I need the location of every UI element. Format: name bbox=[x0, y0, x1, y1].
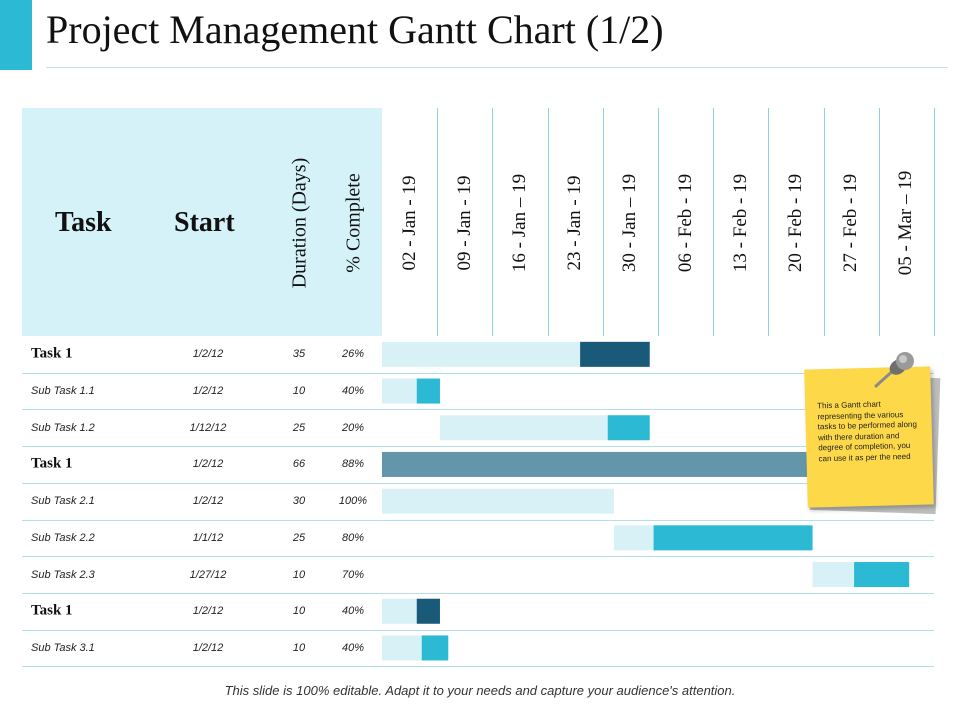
week-divider bbox=[878, 108, 880, 336]
week-divider bbox=[823, 108, 825, 336]
row-divider bbox=[22, 519, 934, 521]
gantt-bar-progress bbox=[421, 635, 449, 661]
task-duration: 10 bbox=[292, 385, 306, 398]
task-start: 1/2/12 bbox=[192, 348, 224, 361]
row-divider bbox=[22, 556, 934, 558]
task-complete: 70% bbox=[341, 568, 365, 581]
slide-title: Project Management Gantt Chart (1/2) bbox=[46, 7, 664, 52]
task-complete: 40% bbox=[341, 641, 365, 654]
task-complete: 20% bbox=[341, 421, 365, 434]
task-duration: 35 bbox=[292, 348, 306, 361]
task-name: Sub Task 1.1 bbox=[31, 385, 95, 398]
task-complete: 26% bbox=[341, 348, 365, 361]
task-complete: 100% bbox=[338, 495, 368, 508]
task-start: 1/2/12 bbox=[192, 458, 224, 471]
week-divider bbox=[602, 108, 604, 336]
task-duration: 25 bbox=[292, 531, 306, 544]
title-underline bbox=[46, 67, 948, 68]
row-divider bbox=[22, 592, 934, 594]
table-header-background bbox=[22, 108, 382, 336]
task-name: Sub Task 2.1 bbox=[31, 495, 95, 508]
gantt-bar-progress bbox=[854, 562, 910, 588]
task-complete: 80% bbox=[341, 531, 365, 544]
sticky-note-text: This a Gantt chart representing the vari… bbox=[817, 399, 917, 463]
gantt-bar-base bbox=[382, 488, 614, 514]
row-divider bbox=[22, 409, 934, 411]
row-divider bbox=[22, 666, 934, 668]
gantt-bar-progress bbox=[607, 415, 650, 441]
gantt-bar-progress bbox=[416, 598, 440, 624]
task-name: Sub Task 1.2 bbox=[31, 421, 95, 434]
week-divider bbox=[658, 108, 659, 336]
task-complete: 40% bbox=[341, 605, 365, 618]
week-divider bbox=[768, 108, 770, 336]
task-complete: 40% bbox=[341, 385, 365, 398]
week-divider bbox=[713, 108, 715, 336]
row-divider bbox=[22, 629, 934, 631]
task-name: Sub Task 2.2 bbox=[31, 531, 95, 544]
task-name: Sub Task 3.1 bbox=[31, 641, 95, 654]
week-divider bbox=[934, 108, 935, 336]
task-start: 1/2/12 bbox=[192, 495, 224, 508]
push-pin-icon bbox=[874, 352, 914, 388]
task-complete: 88% bbox=[341, 458, 365, 471]
week-divider bbox=[437, 108, 439, 336]
header-start: Start bbox=[174, 207, 235, 238]
row-divider bbox=[22, 372, 934, 374]
task-duration: 30 bbox=[292, 495, 306, 508]
row-divider bbox=[22, 446, 934, 448]
task-start: 1/27/12 bbox=[189, 568, 227, 581]
task-duration: 10 bbox=[292, 641, 306, 654]
task-name: Task 1 bbox=[31, 602, 73, 619]
task-start: 1/2/12 bbox=[192, 605, 224, 618]
task-name: Task 1 bbox=[31, 455, 73, 472]
task-start: 1/1/12 bbox=[192, 531, 224, 544]
task-start: 1/12/12 bbox=[189, 421, 227, 434]
gantt-bar-progress bbox=[416, 378, 440, 404]
task-start: 1/2/12 bbox=[192, 641, 224, 654]
task-name: Sub Task 2.3 bbox=[31, 568, 95, 581]
gantt-bar-progress bbox=[382, 451, 813, 477]
task-duration: 10 bbox=[292, 568, 306, 581]
row-divider bbox=[22, 482, 934, 484]
task-duration: 10 bbox=[292, 605, 306, 618]
gantt-bar-progress bbox=[653, 525, 813, 551]
task-duration: 25 bbox=[292, 421, 306, 434]
task-start: 1/2/12 bbox=[192, 385, 224, 398]
title-accent-bar bbox=[0, 0, 32, 70]
footer-note: This slide is 100% editable. Adapt it to… bbox=[224, 683, 736, 698]
week-divider bbox=[547, 108, 549, 336]
gantt-bar-progress bbox=[580, 341, 650, 367]
task-duration: 66 bbox=[292, 458, 306, 471]
week-divider bbox=[492, 108, 494, 336]
header-task: Task bbox=[55, 207, 112, 238]
task-name: Task 1 bbox=[31, 345, 73, 362]
